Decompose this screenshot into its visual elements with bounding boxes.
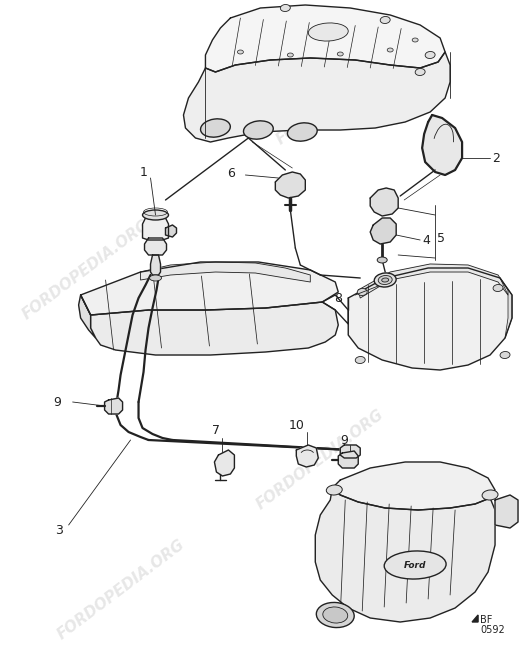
Polygon shape — [79, 295, 96, 338]
Text: 6: 6 — [227, 167, 235, 179]
Ellipse shape — [384, 551, 446, 579]
Polygon shape — [141, 262, 310, 282]
Polygon shape — [495, 495, 518, 528]
Polygon shape — [205, 5, 445, 72]
Text: Ford: Ford — [404, 561, 426, 569]
Ellipse shape — [357, 288, 367, 296]
Ellipse shape — [412, 38, 418, 42]
Ellipse shape — [308, 23, 348, 41]
Ellipse shape — [244, 121, 273, 139]
Ellipse shape — [380, 17, 390, 23]
Text: 8: 8 — [334, 292, 342, 304]
Ellipse shape — [387, 48, 393, 52]
Text: 3: 3 — [55, 524, 62, 537]
Ellipse shape — [482, 490, 498, 500]
Ellipse shape — [493, 284, 503, 292]
Polygon shape — [142, 218, 169, 240]
Polygon shape — [370, 188, 398, 216]
Polygon shape — [316, 488, 495, 622]
Polygon shape — [340, 445, 360, 458]
Ellipse shape — [201, 119, 230, 137]
Ellipse shape — [287, 53, 293, 57]
Ellipse shape — [425, 52, 435, 58]
Ellipse shape — [374, 273, 396, 287]
Polygon shape — [81, 262, 338, 315]
Ellipse shape — [382, 278, 388, 282]
Ellipse shape — [323, 607, 348, 623]
Polygon shape — [214, 450, 234, 476]
Polygon shape — [472, 615, 478, 622]
Text: 1: 1 — [140, 165, 148, 179]
Text: 10: 10 — [288, 419, 304, 432]
Polygon shape — [275, 172, 306, 198]
Polygon shape — [165, 225, 176, 237]
Ellipse shape — [150, 275, 162, 281]
Polygon shape — [422, 115, 462, 175]
Polygon shape — [370, 218, 396, 244]
Ellipse shape — [377, 257, 387, 263]
Text: 4: 4 — [422, 233, 430, 246]
Polygon shape — [338, 451, 358, 468]
Text: FORDOPEDIA.ORG: FORDOPEDIA.ORG — [254, 407, 387, 512]
Polygon shape — [500, 278, 512, 338]
Polygon shape — [144, 238, 166, 255]
Text: FORDOPEDIA.ORG: FORDOPEDIA.ORG — [19, 217, 152, 322]
Polygon shape — [296, 445, 318, 467]
Text: 9: 9 — [340, 434, 348, 446]
Ellipse shape — [327, 485, 342, 495]
Polygon shape — [151, 255, 161, 275]
Ellipse shape — [415, 68, 425, 76]
Text: 9: 9 — [53, 395, 61, 409]
Ellipse shape — [287, 123, 317, 141]
Text: 5: 5 — [437, 231, 445, 244]
Ellipse shape — [317, 603, 354, 628]
Polygon shape — [183, 52, 450, 142]
Ellipse shape — [355, 357, 365, 363]
Ellipse shape — [237, 50, 244, 54]
Ellipse shape — [378, 276, 392, 284]
Polygon shape — [358, 264, 508, 298]
Polygon shape — [104, 398, 122, 414]
Polygon shape — [332, 462, 495, 510]
Text: 0592: 0592 — [480, 625, 505, 635]
Ellipse shape — [142, 210, 169, 220]
Text: FORDOPEDIA.ORG: FORDOPEDIA.ORG — [54, 537, 187, 643]
Text: 7: 7 — [213, 423, 220, 436]
Polygon shape — [348, 268, 512, 370]
Text: 2: 2 — [492, 151, 500, 165]
Text: BF: BF — [480, 615, 492, 625]
Ellipse shape — [280, 5, 290, 11]
Ellipse shape — [500, 351, 510, 359]
Text: FORDOPEDIA.ORG: FORDOPEDIA.ORG — [274, 42, 407, 148]
Polygon shape — [81, 295, 338, 355]
Ellipse shape — [337, 52, 343, 56]
